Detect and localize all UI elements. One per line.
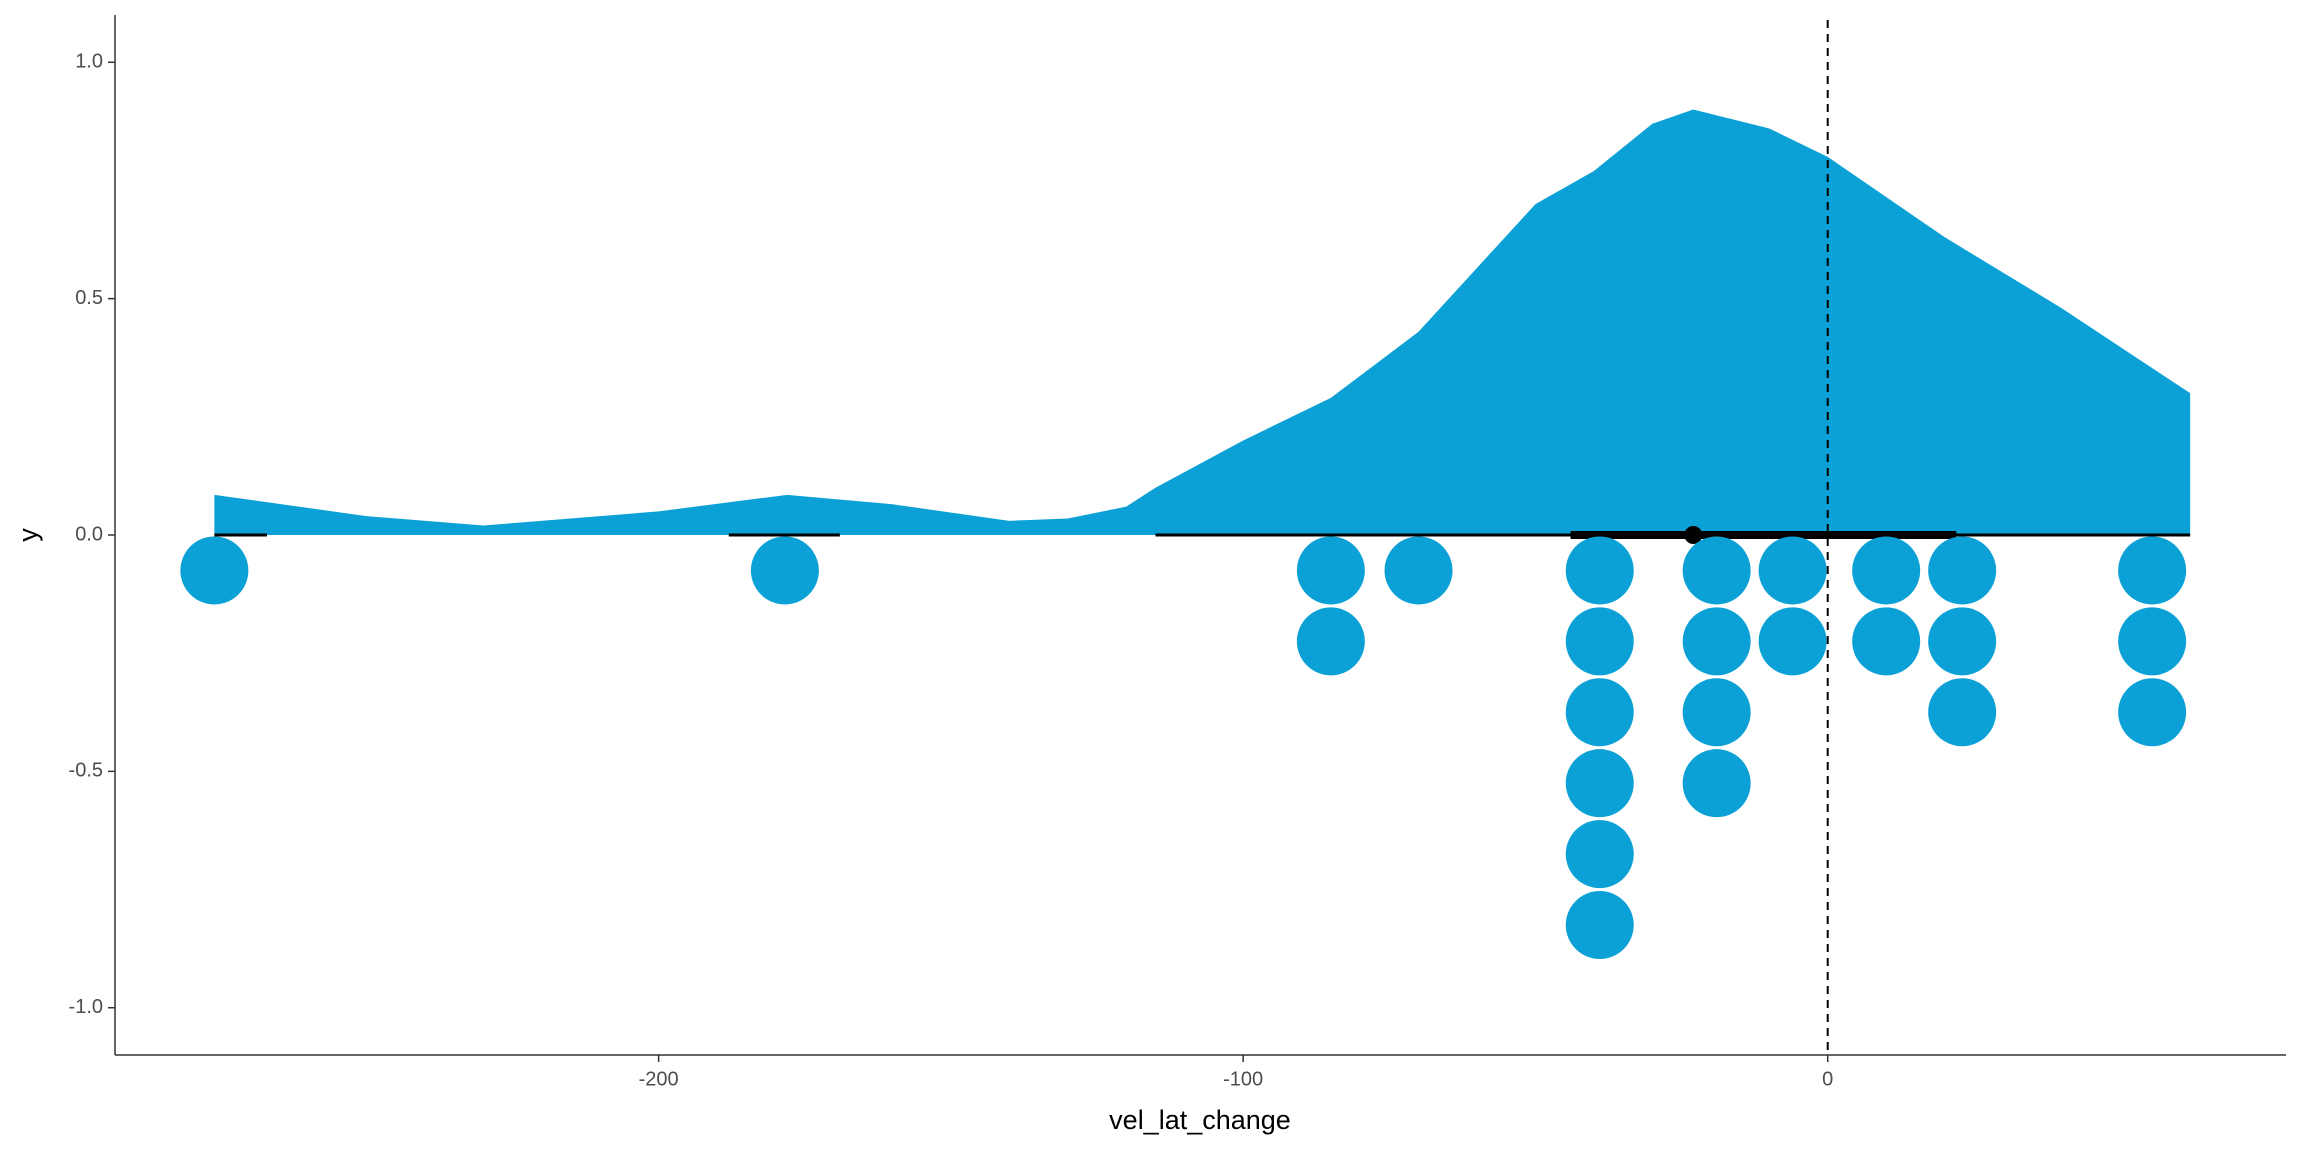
y-tick-label: 1.0 [75, 51, 103, 73]
y-tick-label: 0.0 [75, 523, 103, 545]
dot [1296, 607, 1365, 676]
dot [1682, 749, 1751, 818]
dot [1565, 749, 1634, 818]
y-tick-label: -0.5 [69, 760, 103, 782]
density-area [214, 109, 2191, 535]
dot [2118, 536, 2187, 605]
dot [1682, 536, 1751, 605]
dot [1296, 536, 1365, 605]
dot [1565, 891, 1634, 959]
x-axis-title: vel_lat_change [1109, 1105, 1291, 1135]
dot [1928, 678, 1997, 747]
y-tick-label: 0.5 [75, 287, 103, 309]
dot [1384, 536, 1453, 605]
x-tick-label: 0 [1822, 1068, 1833, 1090]
dot [1565, 820, 1634, 889]
dot [1565, 678, 1634, 747]
dot [1928, 607, 1997, 676]
dot [2118, 678, 2187, 747]
dot [1758, 536, 1827, 605]
dot [2118, 607, 2187, 676]
x-tick-label: -100 [1223, 1068, 1263, 1090]
y-tick-label: -1.0 [69, 996, 103, 1018]
dot [1682, 607, 1751, 676]
dot [1565, 536, 1634, 605]
dot [1682, 678, 1751, 747]
dot [1852, 607, 1921, 676]
x-tick-label: -200 [639, 1068, 679, 1090]
dot [180, 536, 249, 605]
dot [750, 536, 819, 605]
dot [1758, 607, 1827, 676]
y-axis-title: y [13, 528, 43, 542]
dot [1928, 536, 1997, 605]
dot [1852, 536, 1921, 605]
point-estimate [1684, 526, 1703, 544]
dot [1565, 607, 1634, 676]
